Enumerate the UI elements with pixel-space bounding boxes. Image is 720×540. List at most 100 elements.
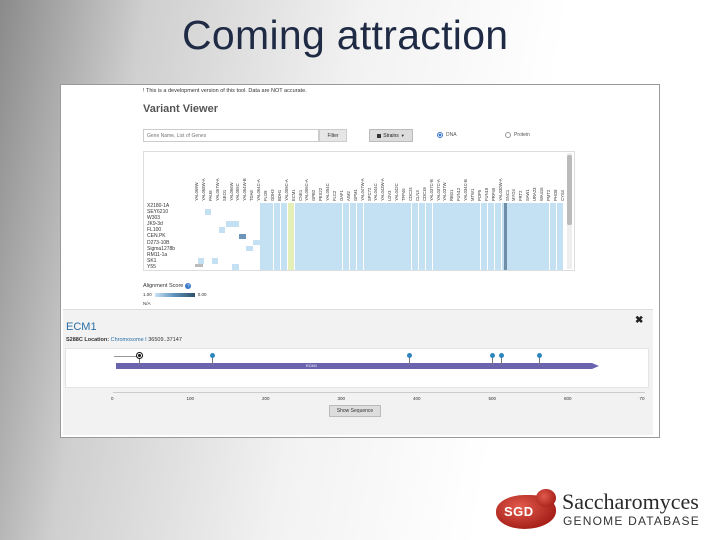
- matrix-column[interactable]: [398, 203, 405, 271]
- gene-column-label[interactable]: YAL064W-B: [242, 178, 248, 201]
- gene-column-label[interactable]: CDC24: [407, 187, 413, 201]
- gene-column-label[interactable]: PEX22: [318, 187, 324, 201]
- gene-column-label[interactable]: YAL047W-A: [359, 178, 365, 201]
- gene-column-label[interactable]: YAL065C: [235, 183, 241, 201]
- matrix-column[interactable]: [301, 203, 308, 271]
- matrix-column[interactable]: [508, 203, 515, 271]
- gene-column-label[interactable]: YAL068W-A: [200, 178, 206, 201]
- matrix-column[interactable]: [467, 203, 474, 271]
- variant-marker[interactable]: [499, 353, 504, 365]
- gene-column-label[interactable]: WA416: [539, 187, 544, 201]
- matrix-cell[interactable]: [239, 233, 246, 240]
- gene-column-label[interactable]: RBG1: [449, 189, 455, 201]
- vertical-scrollbar[interactable]: [567, 153, 572, 269]
- show-sequence-button[interactable]: Show Sequence: [329, 405, 381, 417]
- variant-marker[interactable]: [537, 353, 542, 365]
- gene-column-label[interactable]: POP5: [476, 189, 482, 201]
- gene-column-label[interactable]: GPM1: [352, 189, 358, 201]
- gene-column-label[interactable]: SPC72: [366, 187, 372, 201]
- gene-feature-bar[interactable]: [116, 363, 592, 369]
- matrix-column[interactable]: [432, 203, 439, 271]
- matrix-column[interactable]: [273, 203, 281, 271]
- matrix-column[interactable]: [391, 203, 398, 271]
- help-icon[interactable]: ?: [185, 283, 192, 289]
- matrix-column[interactable]: [480, 203, 488, 271]
- matrix-column[interactable]: [536, 203, 543, 271]
- matrix-cell[interactable]: [246, 245, 253, 252]
- matrix-column[interactable]: [349, 203, 357, 271]
- gene-column-label[interactable]: FUN12: [456, 187, 462, 201]
- gene-column-label[interactable]: URA23: [532, 187, 538, 202]
- matrix-cell[interactable]: [225, 221, 232, 227]
- gene-column-label[interactable]: FUN19: [483, 187, 489, 201]
- scroll-thumb[interactable]: [567, 155, 572, 225]
- gene-column-label[interactable]: LDV3: [387, 190, 393, 201]
- matrix-cell[interactable]: [218, 227, 226, 234]
- matrix-column[interactable]: [335, 203, 343, 271]
- matrix-cell[interactable]: [204, 209, 212, 215]
- filter-button[interactable]: Filter: [319, 129, 347, 142]
- gene-column-label[interactable]: FLC2: [332, 190, 337, 201]
- matrix-column[interactable]: [439, 203, 446, 271]
- horizontal-scroll-thumb[interactable]: [195, 264, 203, 267]
- matrix-cell[interactable]: [232, 264, 239, 270]
- matrix-column[interactable]: [260, 203, 267, 271]
- matrix-cell[interactable]: [197, 257, 205, 264]
- gene-column-label[interactable]: YAL067W-A: [214, 178, 220, 201]
- matrix-column[interactable]: [315, 203, 322, 271]
- gene-column-label[interactable]: FLO9: [263, 190, 268, 201]
- matrix-column[interactable]: [384, 203, 391, 271]
- gene-column-label[interactable]: YAL069W: [194, 182, 199, 201]
- gene-column-label[interactable]: YAL064C-A: [256, 179, 262, 201]
- gene-column-label[interactable]: YAL037C-A: [435, 179, 441, 201]
- strains-dropdown[interactable]: Strains ▼: [369, 129, 413, 142]
- matrix-column[interactable]: [329, 203, 336, 271]
- gene-column-label[interactable]: YAL054C: [325, 183, 331, 201]
- matrix-cell[interactable]: [232, 221, 239, 227]
- matrix-column[interactable]: [404, 203, 412, 271]
- matrix-column[interactable]: [280, 203, 288, 271]
- gene-column-label[interactable]: YAL037C-B: [428, 179, 434, 201]
- gene-column-label[interactable]: TDA8: [249, 190, 255, 201]
- gene-column-label[interactable]: SAW1: [525, 189, 531, 201]
- gene-column-label[interactable]: TFP46: [401, 188, 406, 201]
- close-icon[interactable]: ✖: [635, 315, 644, 326]
- gene-column-label[interactable]: YAL044C: [373, 183, 379, 201]
- gene-column-label[interactable]: ECM1: [290, 189, 296, 201]
- matrix-column[interactable]: [342, 203, 350, 271]
- matrix-column[interactable]: [529, 203, 536, 271]
- gene-search-input[interactable]: [143, 129, 319, 142]
- matrix-column[interactable]: [494, 203, 502, 271]
- matrix-column[interactable]: [294, 203, 301, 271]
- matrix-column[interactable]: [322, 203, 329, 271]
- gene-column-label[interactable]: MYO4: [511, 189, 517, 201]
- variant-marker[interactable]: [136, 352, 143, 365]
- gene-column-label[interactable]: CYS4: [559, 190, 565, 201]
- gene-column-label[interactable]: GPB2: [311, 189, 317, 201]
- gene-column-label[interactable]: SEO1: [221, 189, 227, 201]
- matrix-column[interactable]: [542, 203, 550, 271]
- gene-column-label[interactable]: CLN3: [414, 190, 420, 201]
- gene-column-label[interactable]: YAL037W: [442, 182, 448, 201]
- gene-column-label[interactable]: BDH1: [276, 189, 282, 201]
- gene-column-label[interactable]: GDH3: [269, 189, 275, 201]
- gene-column-label[interactable]: MTW1: [470, 188, 475, 201]
- dna-radio[interactable]: DNA: [437, 132, 457, 138]
- gene-column-label[interactable]: AIM2: [345, 191, 351, 201]
- variant-marker[interactable]: [407, 353, 412, 365]
- gene-column-label[interactable]: CDC19: [421, 187, 427, 201]
- matrix-column[interactable]: [556, 203, 564, 271]
- matrix-column[interactable]: [460, 203, 467, 271]
- matrix-column[interactable]: [515, 203, 522, 271]
- matrix-column[interactable]: [363, 203, 370, 271]
- gene-column-label[interactable]: PRP45: [490, 187, 496, 201]
- chromosome-link[interactable]: Chromosome I: [110, 337, 147, 343]
- matrix-column[interactable]: [377, 203, 384, 271]
- matrix-column[interactable]: [266, 203, 274, 271]
- matrix-column[interactable]: [522, 203, 529, 271]
- gene-column-label[interactable]: YAL066W: [228, 182, 234, 201]
- gene-column-label[interactable]: YAL059C-A: [283, 179, 289, 201]
- gene-column-label[interactable]: PMT2: [545, 189, 551, 201]
- gene-column-label[interactable]: YAL056C-A: [304, 179, 310, 201]
- gene-column-label[interactable]: YAL043W-A: [380, 178, 386, 201]
